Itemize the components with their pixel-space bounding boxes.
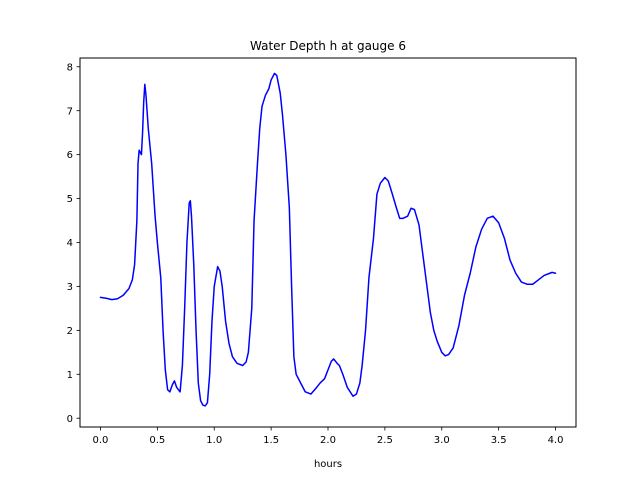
y-tick-label: 7 bbox=[67, 106, 73, 117]
x-tick-label: 3.5 bbox=[491, 435, 507, 446]
x-tick-label: 4.0 bbox=[548, 435, 564, 446]
plot-area bbox=[99, 72, 557, 407]
y-tick-label: 8 bbox=[67, 62, 73, 73]
x-tick-label: 2.5 bbox=[377, 435, 393, 446]
x-tick-label: 3.0 bbox=[434, 435, 450, 446]
y-tick-label: 2 bbox=[67, 326, 73, 337]
y-tick-label: 0 bbox=[67, 414, 73, 425]
x-tick-label: 2.0 bbox=[320, 435, 336, 446]
x-axis: 0.0 0.5 1.0 1.5 2.0 2.5 3.0 3.5 4.0 bbox=[93, 427, 564, 446]
series-line-0 bbox=[99, 72, 557, 407]
y-tick-label: 6 bbox=[67, 150, 73, 161]
x-tick-label: 0.0 bbox=[93, 435, 109, 446]
x-tick-label: 1.5 bbox=[263, 435, 279, 446]
y-tick-label: 3 bbox=[67, 282, 73, 293]
x-tick-label: 1.0 bbox=[206, 435, 222, 446]
x-axis-label: hours bbox=[314, 459, 342, 470]
y-tick-label: 4 bbox=[67, 238, 73, 249]
y-tick-label: 1 bbox=[67, 370, 73, 381]
y-tick-label: 5 bbox=[67, 194, 73, 205]
y-axis: 0 1 2 3 4 5 6 7 8 bbox=[67, 62, 80, 425]
chart-title: Water Depth h at gauge 6 bbox=[250, 39, 406, 53]
x-tick-label: 0.5 bbox=[149, 435, 165, 446]
